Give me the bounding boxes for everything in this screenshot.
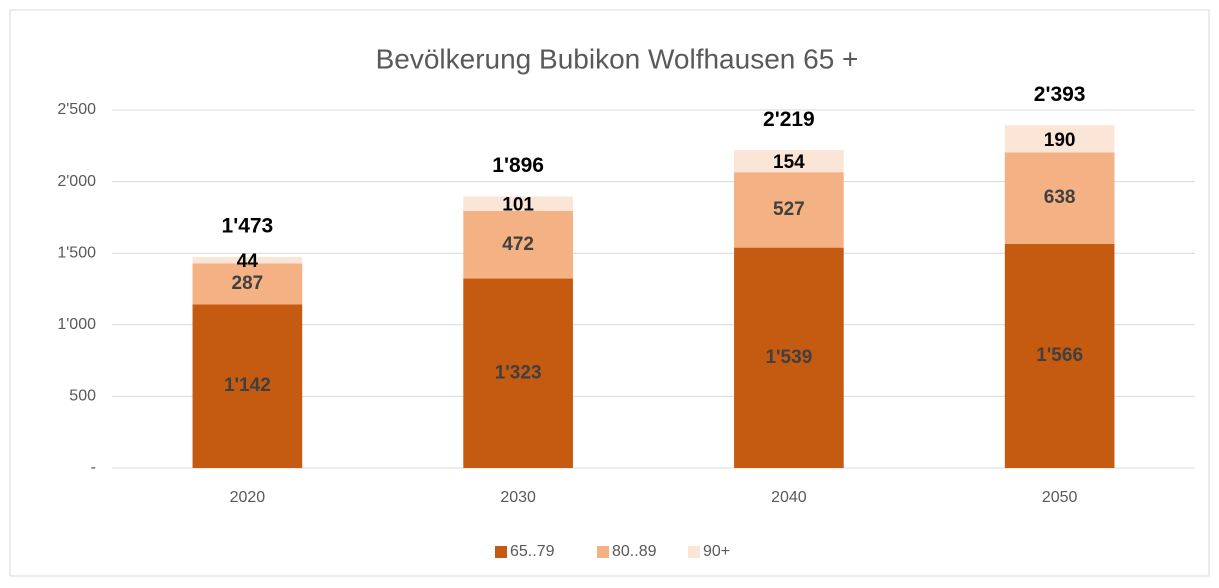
bar-segment [463,196,573,211]
legend-swatch [495,546,507,558]
x-tick-label: 2030 [500,489,536,506]
data-label: 472 [502,234,534,255]
y-tick-label: 2'000 [57,173,96,190]
bar-segment [1004,152,1115,244]
bar-segment [734,247,844,468]
bar-segment [463,210,573,279]
data-label: 1'566 [1036,345,1083,366]
data-label: 638 [1044,187,1076,208]
y-tick-label: 1'500 [57,244,96,261]
legend-label: 65..79 [510,543,555,560]
bar-segment [463,278,573,468]
x-tick-label: 2040 [771,489,807,506]
data-label: 1'323 [495,362,542,383]
data-label: 154 [773,152,805,173]
data-label: 44 [237,251,259,272]
legend-swatch [597,546,609,558]
bar-segment [1004,243,1115,468]
y-tick-label: 2'500 [57,101,96,118]
data-label: 1'142 [224,375,271,396]
total-label: 1'896 [492,154,544,177]
bar-segment [734,172,844,248]
bar-segment [192,257,303,264]
bar-segment [1004,125,1115,153]
bar-segment [192,263,303,305]
data-label: 101 [502,195,534,216]
total-label: 2'393 [1034,83,1086,106]
data-label: 1'539 [765,347,812,368]
y-tick-label: 1'000 [57,316,96,333]
chart-title: Bevölkerung Bubikon Wolfhausen 65 + [376,43,859,74]
legend-swatch [688,546,700,558]
y-tick-label: - [91,459,96,476]
data-label: 527 [773,199,805,220]
bar-segment [734,150,844,173]
x-tick-label: 2020 [230,489,266,506]
x-tick-label: 2050 [1042,489,1078,506]
data-label: 190 [1044,130,1076,151]
bar-segment [192,304,303,468]
data-label: 287 [232,273,264,294]
y-tick-label: 500 [69,388,96,405]
total-label: 1'473 [222,215,274,238]
legend-label: 90+ [703,543,730,560]
total-label: 2'219 [763,108,815,131]
legend-label: 80..89 [612,543,657,560]
